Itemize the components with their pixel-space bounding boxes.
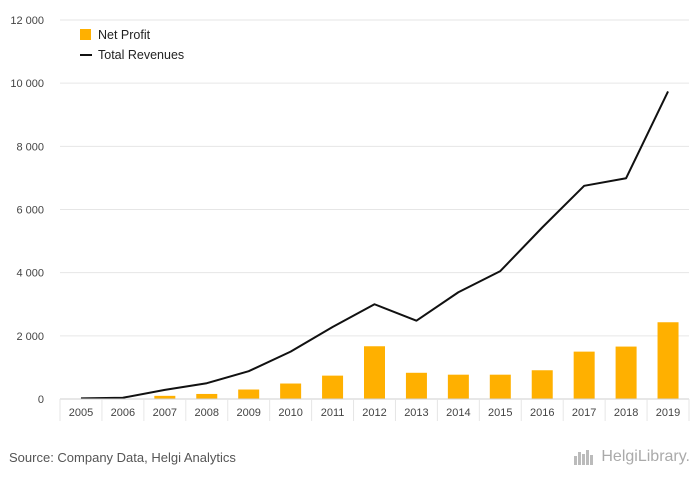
bar-net-profit (364, 346, 385, 399)
x-tick-label: 2005 (69, 407, 93, 419)
bar-net-profit (405, 372, 427, 399)
bar-net-profit (615, 346, 637, 399)
x-tick-label: 2018 (614, 407, 638, 419)
x-tick-label: 2010 (278, 407, 302, 419)
y-tick-label: 0 (38, 394, 44, 406)
bar-net-profit (196, 393, 218, 399)
axis-layer: 0 2 000 4 000 6 000 8 000 10 000 12 000 2005 200… (10, 15, 690, 421)
brand-logo: HelgiLibrary. (573, 448, 690, 466)
y-tick-label: 10 000 (10, 78, 44, 90)
brand-name: HelgiLibrary. (601, 448, 690, 465)
library-icon (574, 450, 594, 465)
grid-layer (60, 19, 689, 337)
bar-net-profit (154, 395, 176, 399)
bar-net-profit (447, 374, 469, 399)
bar-net-profit (489, 374, 511, 399)
y-tick-label: 6 000 (16, 205, 44, 217)
x-tick-label: 2009 (236, 407, 260, 419)
y-tick-label: 12 000 (10, 15, 44, 27)
x-tick-label: 2015 (488, 407, 512, 419)
x-tick-label: 2006 (111, 407, 135, 419)
bar-net-profit (573, 351, 595, 399)
bar-net-profit (531, 370, 553, 399)
line-layer (80, 90, 669, 400)
bar-net-profit (280, 383, 302, 399)
x-tick-label: 2014 (446, 407, 470, 419)
y-tick-label: 8 000 (16, 141, 44, 153)
x-tick-label: 2019 (656, 407, 680, 419)
y-tick-label: 4 000 (16, 268, 44, 280)
x-tick-label: 2013 (404, 407, 428, 419)
source-note: Source: Company Data, Helgi Analytics (9, 450, 236, 465)
legend-swatch-net-profit (80, 29, 91, 40)
legend-label-net-profit: Net Profit (98, 28, 151, 42)
legend-label-total-revenues: Total Revenues (98, 48, 184, 62)
x-tick-label: 2012 (362, 407, 386, 419)
bar-net-profit (322, 375, 344, 399)
x-tick-label: 2016 (530, 407, 554, 419)
chart-svg: 0 2 000 4 000 6 000 8 000 10 000 12 000 2005 200… (10, 15, 690, 421)
x-tick-label: 2008 (195, 407, 219, 419)
x-tick-label: 2007 (153, 407, 177, 419)
y-tick-label: 2 000 (16, 331, 44, 343)
x-tick-label: 2011 (321, 407, 345, 419)
bars-layer (70, 322, 679, 399)
bar-net-profit (238, 389, 260, 399)
bar-net-profit (657, 322, 679, 399)
x-tick-label: 2017 (572, 407, 596, 419)
legend: Net Profit Total Revenues (80, 28, 184, 62)
